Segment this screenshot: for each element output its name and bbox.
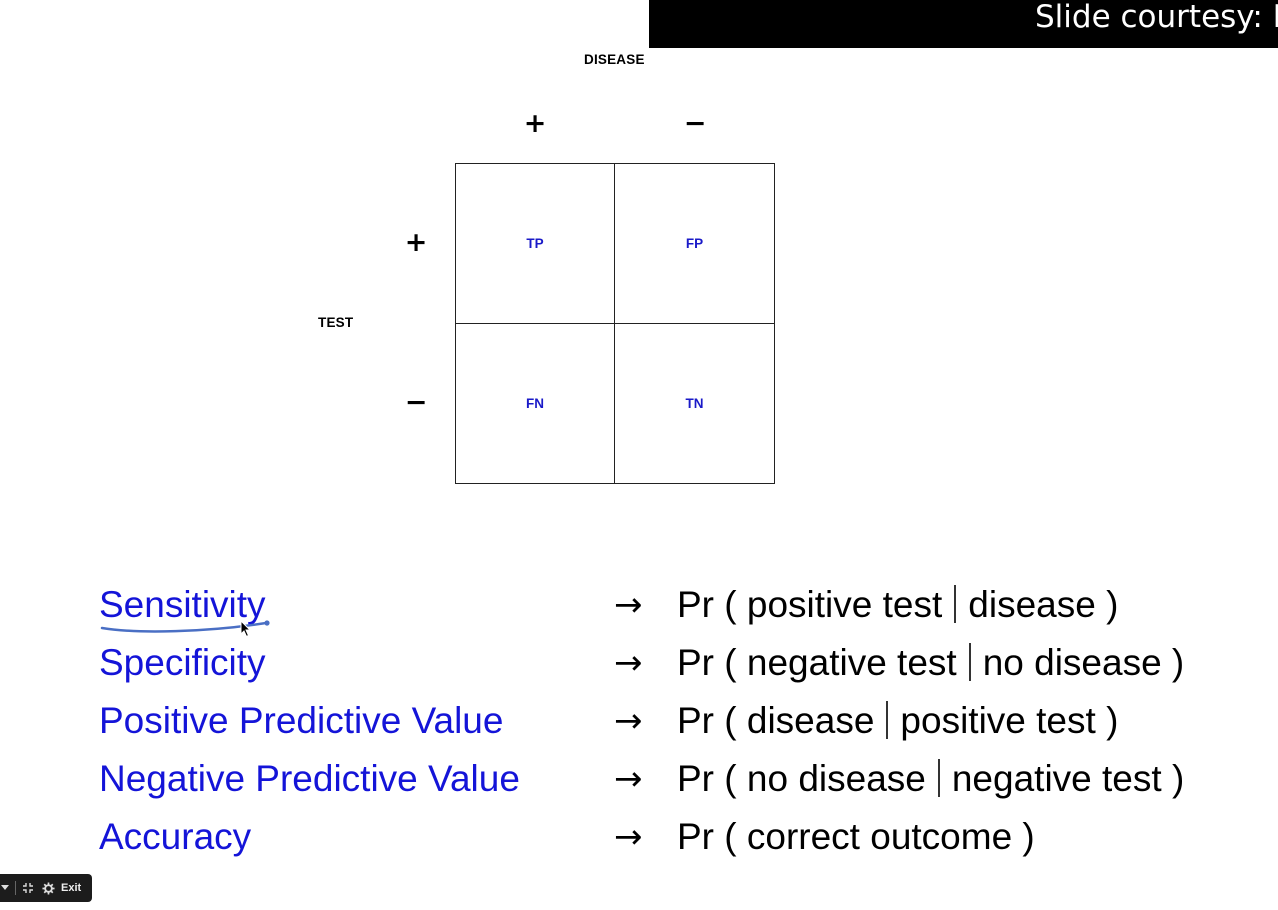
definition-term: Sensitivity — [99, 584, 266, 625]
gear-icon — [41, 881, 55, 895]
definition-formula: Pr ( positive test disease ) — [677, 580, 1118, 630]
exit-button[interactable]: Exit — [61, 882, 82, 894]
definition-row-ppv: Positive Predictive Value → Pr ( disease… — [0, 696, 1278, 746]
formula-event: Pr ( negative test — [677, 642, 957, 683]
formula-condition: negative test ) — [951, 758, 1185, 799]
slide-courtesy-text: Slide courtesy: Ir — [1035, 0, 1278, 35]
formula-condition: positive test ) — [900, 700, 1119, 741]
arrow-icon: → — [614, 585, 643, 625]
disease-negative-sign: − — [683, 108, 707, 139]
formula-condition: no disease ) — [982, 642, 1185, 683]
presentation-toolbar: Exit — [0, 874, 92, 902]
definition-term: Negative Predictive Value — [99, 758, 520, 799]
matrix-cell-tn: TN — [685, 395, 704, 411]
given-bar — [954, 585, 957, 624]
arrow-icon: → — [614, 701, 643, 741]
test-axis-label: TEST — [318, 315, 354, 330]
definition-formula: Pr ( negative test no disease ) — [677, 638, 1184, 688]
slide-courtesy-banner: Slide courtesy: Ir — [649, 0, 1278, 48]
given-bar — [968, 643, 971, 682]
fullscreen-exit-button[interactable] — [21, 878, 35, 898]
definition-formula: Pr ( no disease negative test ) — [677, 754, 1184, 804]
formula-event: Pr ( correct outcome ) — [677, 816, 1035, 857]
disease-axis-label: DISEASE — [584, 52, 645, 67]
definition-row-accuracy: Accuracy → Pr ( correct outcome ) — [0, 812, 1278, 862]
arrow-icon: → — [614, 759, 643, 799]
matrix-cell-fn: FN — [456, 323, 615, 483]
arrow-icon: → — [614, 643, 643, 683]
definition-row-specificity: Specificity → Pr ( negative test no disea… — [0, 638, 1278, 688]
definition-row-npv: Negative Predictive Value → Pr ( no dise… — [0, 754, 1278, 804]
definition-row-sensitivity: Sensitivity → Pr ( positive test disease … — [0, 580, 1278, 630]
confusion-matrix: TP FP FN TN — [455, 163, 775, 484]
settings-button[interactable] — [40, 878, 56, 898]
matrix-cell-tp: TP — [456, 164, 615, 324]
definition-term: Accuracy — [99, 816, 252, 857]
collapse-fullscreen-icon — [23, 883, 33, 893]
formula-event: Pr ( positive test — [677, 584, 943, 625]
formula-event: Pr ( disease — [677, 700, 875, 741]
definition-formula: Pr ( correct outcome ) — [677, 812, 1035, 862]
caret-down-icon — [1, 885, 9, 890]
matrix-cell-fp: FP — [615, 164, 774, 324]
formula-event: Pr ( no disease — [677, 758, 926, 799]
disease-positive-sign: + — [523, 108, 547, 139]
formula-condition: disease ) — [968, 584, 1119, 625]
mouse-cursor-icon — [240, 620, 252, 638]
given-bar — [886, 701, 889, 740]
given-bar — [937, 759, 940, 798]
arrow-icon: → — [614, 817, 643, 857]
toolbar-divider — [15, 881, 16, 895]
test-negative-sign: − — [404, 387, 428, 418]
dropdown-caret-button[interactable] — [0, 878, 10, 898]
definition-term: Positive Predictive Value — [99, 700, 504, 741]
test-positive-sign: + — [404, 227, 428, 258]
definition-term: Specificity — [99, 642, 266, 683]
definition-formula: Pr ( disease positive test ) — [677, 696, 1118, 746]
